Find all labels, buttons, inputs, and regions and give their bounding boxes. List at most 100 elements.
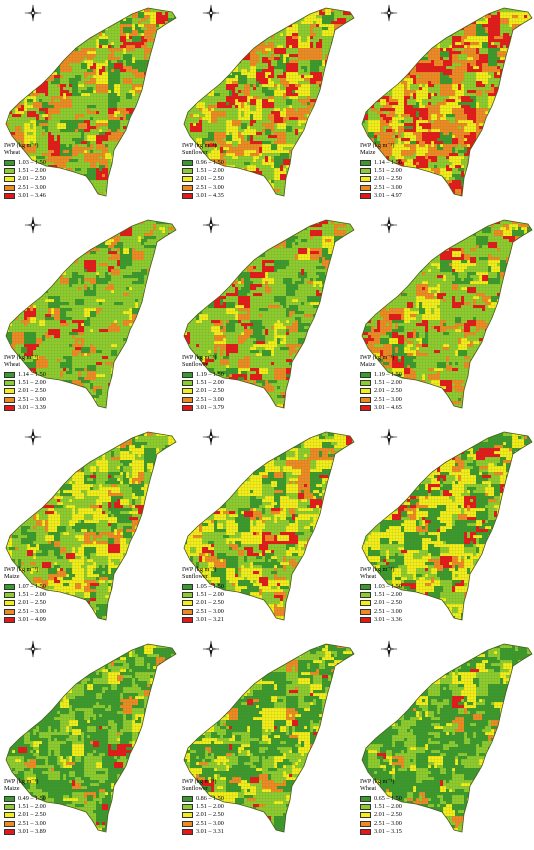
legend-title: IWP (kg m⁻³) bbox=[182, 354, 217, 361]
legend-range-label: 0.86 – 1.50 bbox=[196, 794, 224, 802]
legend-class-1: 1.14 – 1.50 bbox=[360, 158, 402, 166]
legend-crop-name: Wheat bbox=[4, 149, 21, 157]
legend-swatch bbox=[360, 396, 371, 403]
map-legend: IWP (kg m⁻³) Sunflower 0.86 – 1.50 1.51 – 2… bbox=[182, 778, 224, 836]
legend-range-label: 1.51 – 2.00 bbox=[374, 802, 402, 810]
legend-class-5: 3.01 – 3.31 bbox=[182, 828, 224, 836]
legend-range-label: 1.19 – 1.50 bbox=[196, 370, 224, 378]
legend-swatch bbox=[4, 405, 15, 412]
map-panel-1: IWP (kg m⁻³) Wheat 1.03 – 1.50 1.51 – 2.00 2… bbox=[0, 0, 178, 212]
legend-crop-name: Maize bbox=[4, 573, 20, 581]
map-panel-10: IWP (kg m⁻³) Maize 0.49 – 1.50 1.51 – 2.00 2… bbox=[0, 636, 178, 848]
basin-outline bbox=[361, 219, 533, 409]
legend-range-label: 2.01 – 2.50 bbox=[196, 387, 224, 395]
legend-crop-name: Maize bbox=[4, 785, 20, 793]
legend-range-label: 2.01 – 2.50 bbox=[196, 175, 224, 183]
map-legend: IWP (kg m⁻³) Sunflower 1.05 – 1.50 1.51 – 2… bbox=[182, 566, 224, 624]
legend-class-1: 0.86 – 1.50 bbox=[182, 794, 224, 802]
legend-range-label: 3.01 – 3.15 bbox=[374, 828, 402, 836]
legend-swatch bbox=[182, 167, 193, 174]
legend-class-1: 0.96 – 1.50 bbox=[182, 158, 224, 166]
legend-class-3: 2.01 – 2.50 bbox=[182, 387, 224, 395]
legend-crop-name: Maize bbox=[360, 361, 376, 369]
legend-swatch bbox=[182, 396, 193, 403]
legend-crop-name: Maize bbox=[360, 149, 376, 157]
legend-class-3: 2.01 – 2.50 bbox=[4, 387, 46, 395]
legend-swatch bbox=[360, 371, 371, 378]
legend-class-4: 2.51 – 3.00 bbox=[182, 820, 224, 828]
legend-swatch bbox=[4, 184, 15, 191]
legend-swatch bbox=[360, 617, 371, 624]
legend-swatch bbox=[182, 583, 193, 590]
legend-class-2: 1.51 – 2.00 bbox=[182, 803, 224, 811]
basin-outline bbox=[5, 219, 177, 409]
legend-crop-name: Sunflower bbox=[182, 573, 208, 581]
legend-class-2: 1.51 – 2.00 bbox=[182, 167, 224, 175]
legend-swatch bbox=[182, 820, 193, 827]
legend-swatch bbox=[4, 803, 15, 810]
legend-range-label: 1.51 – 2.00 bbox=[374, 166, 402, 174]
legend-range-label: 3.01 – 3.89 bbox=[18, 828, 46, 836]
legend-class-2: 1.51 – 2.00 bbox=[4, 167, 46, 175]
basin-outline bbox=[5, 431, 177, 621]
map-legend: IWP (kg m⁻³) Wheat 1.03 – 1.50 1.51 – 2.00 2… bbox=[360, 566, 402, 624]
map-panel-7: IWP (kg m⁻³) Maize 1.07 – 1.50 1.51 – 2.00 2… bbox=[0, 424, 178, 636]
legend-range-label: 2.01 – 2.50 bbox=[18, 387, 46, 395]
map-legend: IWP (kg m⁻³) Sunflower 0.96 – 1.50 1.51 – 2… bbox=[182, 142, 224, 200]
map-legend: IWP (kg m⁻³) Maize 1.14 – 1.50 1.51 – 2.00 2… bbox=[360, 142, 402, 200]
legend-swatch bbox=[4, 167, 15, 174]
legend-title: IWP (kg m⁻³) bbox=[4, 566, 39, 573]
legend-title: IWP (kg m⁻³) bbox=[360, 142, 395, 149]
legend-title: IWP (kg m⁻³) bbox=[4, 142, 39, 149]
legend-swatch bbox=[182, 812, 193, 819]
legend-swatch bbox=[182, 176, 193, 183]
map-panel-11: IWP (kg m⁻³) Sunflower 0.86 – 1.50 1.51 – 2… bbox=[178, 636, 356, 848]
legend-swatch bbox=[360, 184, 371, 191]
legend-range-label: 2.51 – 3.00 bbox=[196, 607, 224, 615]
legend-swatch bbox=[4, 608, 15, 615]
legend-range-label: 1.51 – 2.00 bbox=[374, 378, 402, 386]
compass-rose-icon bbox=[380, 4, 398, 22]
legend-range-label: 2.51 – 3.00 bbox=[18, 183, 46, 191]
legend-swatch bbox=[182, 405, 193, 412]
legend-range-label: 3.01 – 3.36 bbox=[374, 616, 402, 624]
legend-class-3: 2.01 – 2.50 bbox=[4, 599, 46, 607]
legend-swatch bbox=[4, 820, 15, 827]
basin-outline bbox=[361, 431, 533, 621]
legend-class-2: 1.51 – 2.00 bbox=[4, 379, 46, 387]
map-legend: IWP (kg m⁻³) Maize 1.19 – 1.50 1.51 – 2.00 2… bbox=[360, 354, 402, 412]
basin-map bbox=[361, 643, 533, 833]
legend-swatch bbox=[4, 795, 15, 802]
legend-class-5: 3.01 – 3.36 bbox=[360, 616, 402, 624]
map-legend: IWP (kg m⁻³) Sunflower 1.19 – 1.50 1.51 – 2… bbox=[182, 354, 224, 412]
compass-rose-icon bbox=[202, 216, 220, 234]
map-panel-9: IWP (kg m⁻³) Wheat 1.03 – 1.50 1.51 – 2.00 2… bbox=[356, 424, 534, 636]
legend-range-label: 1.51 – 2.00 bbox=[18, 166, 46, 174]
legend-range-label: 1.03 – 1.50 bbox=[374, 582, 402, 590]
legend-title: IWP (kg m⁻³) bbox=[182, 142, 217, 149]
legend-range-label: 2.51 – 3.00 bbox=[374, 395, 402, 403]
legend-class-3: 2.01 – 2.50 bbox=[4, 175, 46, 183]
map-panel-6: IWP (kg m⁻³) Maize 1.19 – 1.50 1.51 – 2.00 2… bbox=[356, 212, 534, 424]
legend-range-label: 2.51 – 3.00 bbox=[374, 607, 402, 615]
legend-swatch bbox=[182, 600, 193, 607]
map-panel-4: IWP (kg m⁻³) Wheat 1.14 – 1.50 1.51 – 2.00 2… bbox=[0, 212, 178, 424]
legend-swatch bbox=[360, 795, 371, 802]
legend-swatch bbox=[182, 193, 193, 200]
legend-swatch bbox=[360, 812, 371, 819]
legend-swatch bbox=[360, 820, 371, 827]
map-panel-2: IWP (kg m⁻³) Sunflower 0.96 – 1.50 1.51 – 2… bbox=[178, 0, 356, 212]
legend-swatch bbox=[4, 193, 15, 200]
legend-class-2: 1.51 – 2.00 bbox=[4, 803, 46, 811]
legend-swatch bbox=[360, 591, 371, 598]
legend-swatch bbox=[182, 184, 193, 191]
legend-class-5: 3.01 – 3.39 bbox=[4, 404, 46, 412]
legend-class-3: 2.01 – 2.50 bbox=[360, 599, 402, 607]
legend-range-label: 3.01 – 4.35 bbox=[196, 192, 224, 200]
legend-range-label: 1.19 – 1.50 bbox=[374, 370, 402, 378]
legend-range-label: 2.51 – 3.00 bbox=[18, 395, 46, 403]
legend-class-4: 2.51 – 3.00 bbox=[182, 396, 224, 404]
legend-range-label: 1.51 – 2.00 bbox=[18, 378, 46, 386]
legend-swatch bbox=[182, 608, 193, 615]
legend-swatch bbox=[360, 176, 371, 183]
